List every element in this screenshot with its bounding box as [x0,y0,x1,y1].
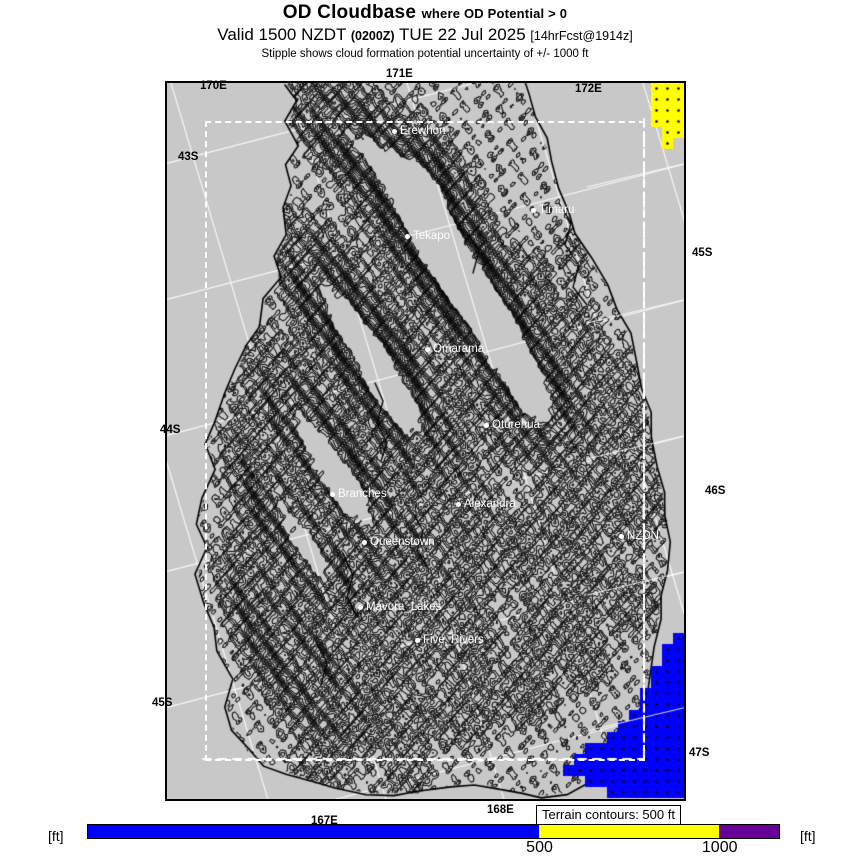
map-canvas[interactable] [165,81,686,801]
city-label-alexandra: Alexandra [456,498,516,510]
map-inner [167,83,684,799]
city-name: Oturehua [492,419,540,431]
city-name: Five_Rivers [423,634,484,646]
axis-label-172e: 172E [575,83,602,95]
city-marker-dot [425,346,430,352]
city-marker-dot [330,491,335,497]
axis-label-171e: 171E [386,68,413,80]
axis-label-44s: 44S [160,424,181,436]
city-name: Mavora_Lakes [366,601,442,613]
terrain-contour-legend: Terrain contours: 500 ft [536,805,681,825]
city-label-erewhon: Erewhon [392,125,446,137]
city-name: Alexandra [464,498,516,510]
city-marker-dot [362,539,367,545]
title-block: OD Cloudbase where OD Potential > 0 Vali… [0,2,850,61]
forecast-tag: [14hrFcst@1914z] [530,29,633,43]
city-label-branches: Branches [330,488,387,500]
city-name: NZDN [627,530,659,542]
colorbar-right-unit: [ft] [800,828,816,844]
axis-label-167e: 167E [311,815,338,827]
colorbar-segment-mid [539,825,719,838]
axis-label-168e: 168E [487,804,514,816]
valid-time: Valid 1500 NZDT [217,25,347,44]
city-label-timaru: Timaru [531,204,575,216]
city-label-omarama: Omarama [425,343,485,355]
city-marker-dot [392,128,397,134]
colorbar-region: [ft] [ft] 500 1000 [0,824,850,860]
valid-time-utc: (0200Z) [350,29,395,43]
city-marker-dot [358,604,363,610]
axis-label-45s: 45S [152,697,173,709]
city-marker-dot [456,501,461,507]
city-name: Timaru [539,204,575,216]
city-label-oturehua: Oturehua [484,419,540,431]
terrain-contour-layer [167,83,684,799]
city-marker-dot [619,533,624,539]
city-label-queenstown: Queenstown [362,536,435,548]
axis-label-46s: 46S [705,485,726,497]
axis-label-43s: 43S [178,151,199,163]
city-marker-dot [415,637,420,643]
axis-label-45s: 45S [692,247,713,259]
colorbar[interactable] [87,824,780,839]
city-marker-dot [405,233,410,239]
city-name: Queenstown [370,536,435,548]
city-name: Erewhon [400,125,446,137]
valid-time-line: Valid 1500 NZDT (0200Z) TUE 22 Jul 2025 … [0,25,850,46]
city-label-mavora-lakes: Mavora_Lakes [358,601,442,613]
page-title: OD Cloudbase where OD Potential > 0 [0,2,850,24]
forecast-domain-box [205,121,645,761]
colorbar-left-unit: [ft] [48,828,64,844]
city-name: Omarama [433,343,485,355]
colorbar-tick: 1000 [701,839,738,856]
city-label-five-rivers: Five_Rivers [415,634,484,646]
city-marker-dot [484,422,489,428]
axis-label-47s: 47S [689,747,710,759]
valid-date: TUE 22 Jul 2025 [399,25,526,44]
colorbar-segment-high [718,825,779,838]
city-label-tekapo: Tekapo [405,230,451,242]
title-main: OD Cloudbase [282,2,417,23]
stipple-note: Stipple shows cloud formation potential … [261,48,589,60]
city-name: Tekapo [413,230,451,242]
city-name: Branches [338,488,387,500]
terrain-contour-legend-label: Terrain contours: 500 ft [542,807,675,822]
city-marker-dot [531,207,536,213]
axis-label-170e: 170E [200,80,227,92]
colorbar-tick: 500 [526,839,553,856]
title-main-subtext: where OD Potential > 0 [421,6,568,21]
colorbar-segment-low [88,825,540,838]
city-label-nzdn: NZDN [619,530,659,542]
